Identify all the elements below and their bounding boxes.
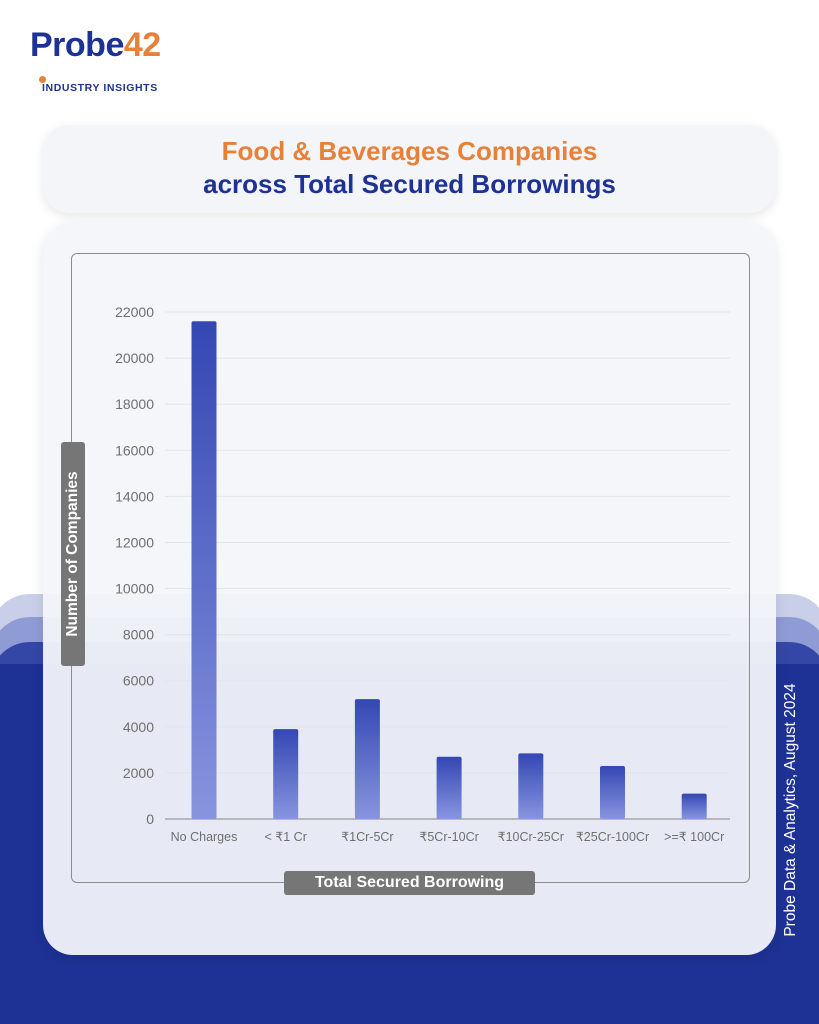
bar [191,321,217,819]
title-card: Food & Beverages Companies across Total … [43,125,776,213]
y-tick-label: 8000 [123,627,154,643]
y-tick-label: 4000 [123,719,154,735]
logo-name-part2: 42 [123,26,161,64]
x-tick-label: ₹1Cr-5Cr [341,830,393,844]
x-tick-label: ₹25Cr-100Cr [576,830,649,844]
y-tick-label: 22000 [115,304,154,320]
logo-tagline: INDUSTRY INSIGHTS [42,82,158,94]
bar [436,756,462,819]
bar [681,793,707,819]
title-line-2: across Total Secured Borrowings [203,169,616,199]
x-tick-label: < ₹1 Cr [265,830,307,844]
y-axis-label: Number of Companies [64,471,81,637]
x-tick-label: ₹10Cr-25Cr [498,830,564,844]
logo-name-part1: Probe [30,26,124,64]
x-tick-label: >=₹ 100Cr [664,830,724,844]
x-axis-label: Total Secured Borrowing [284,871,535,895]
y-tick-label: 10000 [115,581,154,597]
y-tick-label: 2000 [123,765,154,781]
bar [273,729,299,819]
y-tick-label: 0 [146,811,154,827]
bar [600,765,625,819]
y-tick-label: 16000 [115,442,154,458]
y-tick-label: 6000 [123,673,154,689]
y-axis-label-box: Number of Companies [61,442,85,666]
source-credit: Probe Data & Analytics, August 2024 [782,683,799,937]
x-tick-label: ₹5Cr-10Cr [419,830,478,844]
x-tick-label: No Charges [171,830,238,844]
title-line-1: Food & Beverages Companies [221,136,598,166]
logo-dot-icon [39,76,46,83]
bar [518,753,544,819]
logo-wordmark: Probe42 [30,26,161,65]
y-tick-label: 12000 [115,534,154,550]
y-tick-label: 14000 [115,488,154,504]
y-tick-label: 20000 [115,350,154,366]
bar [354,699,380,819]
y-tick-label: 18000 [115,396,154,412]
probe42-logo: Probe42 INDUSTRY INSIGHTS [30,26,180,96]
